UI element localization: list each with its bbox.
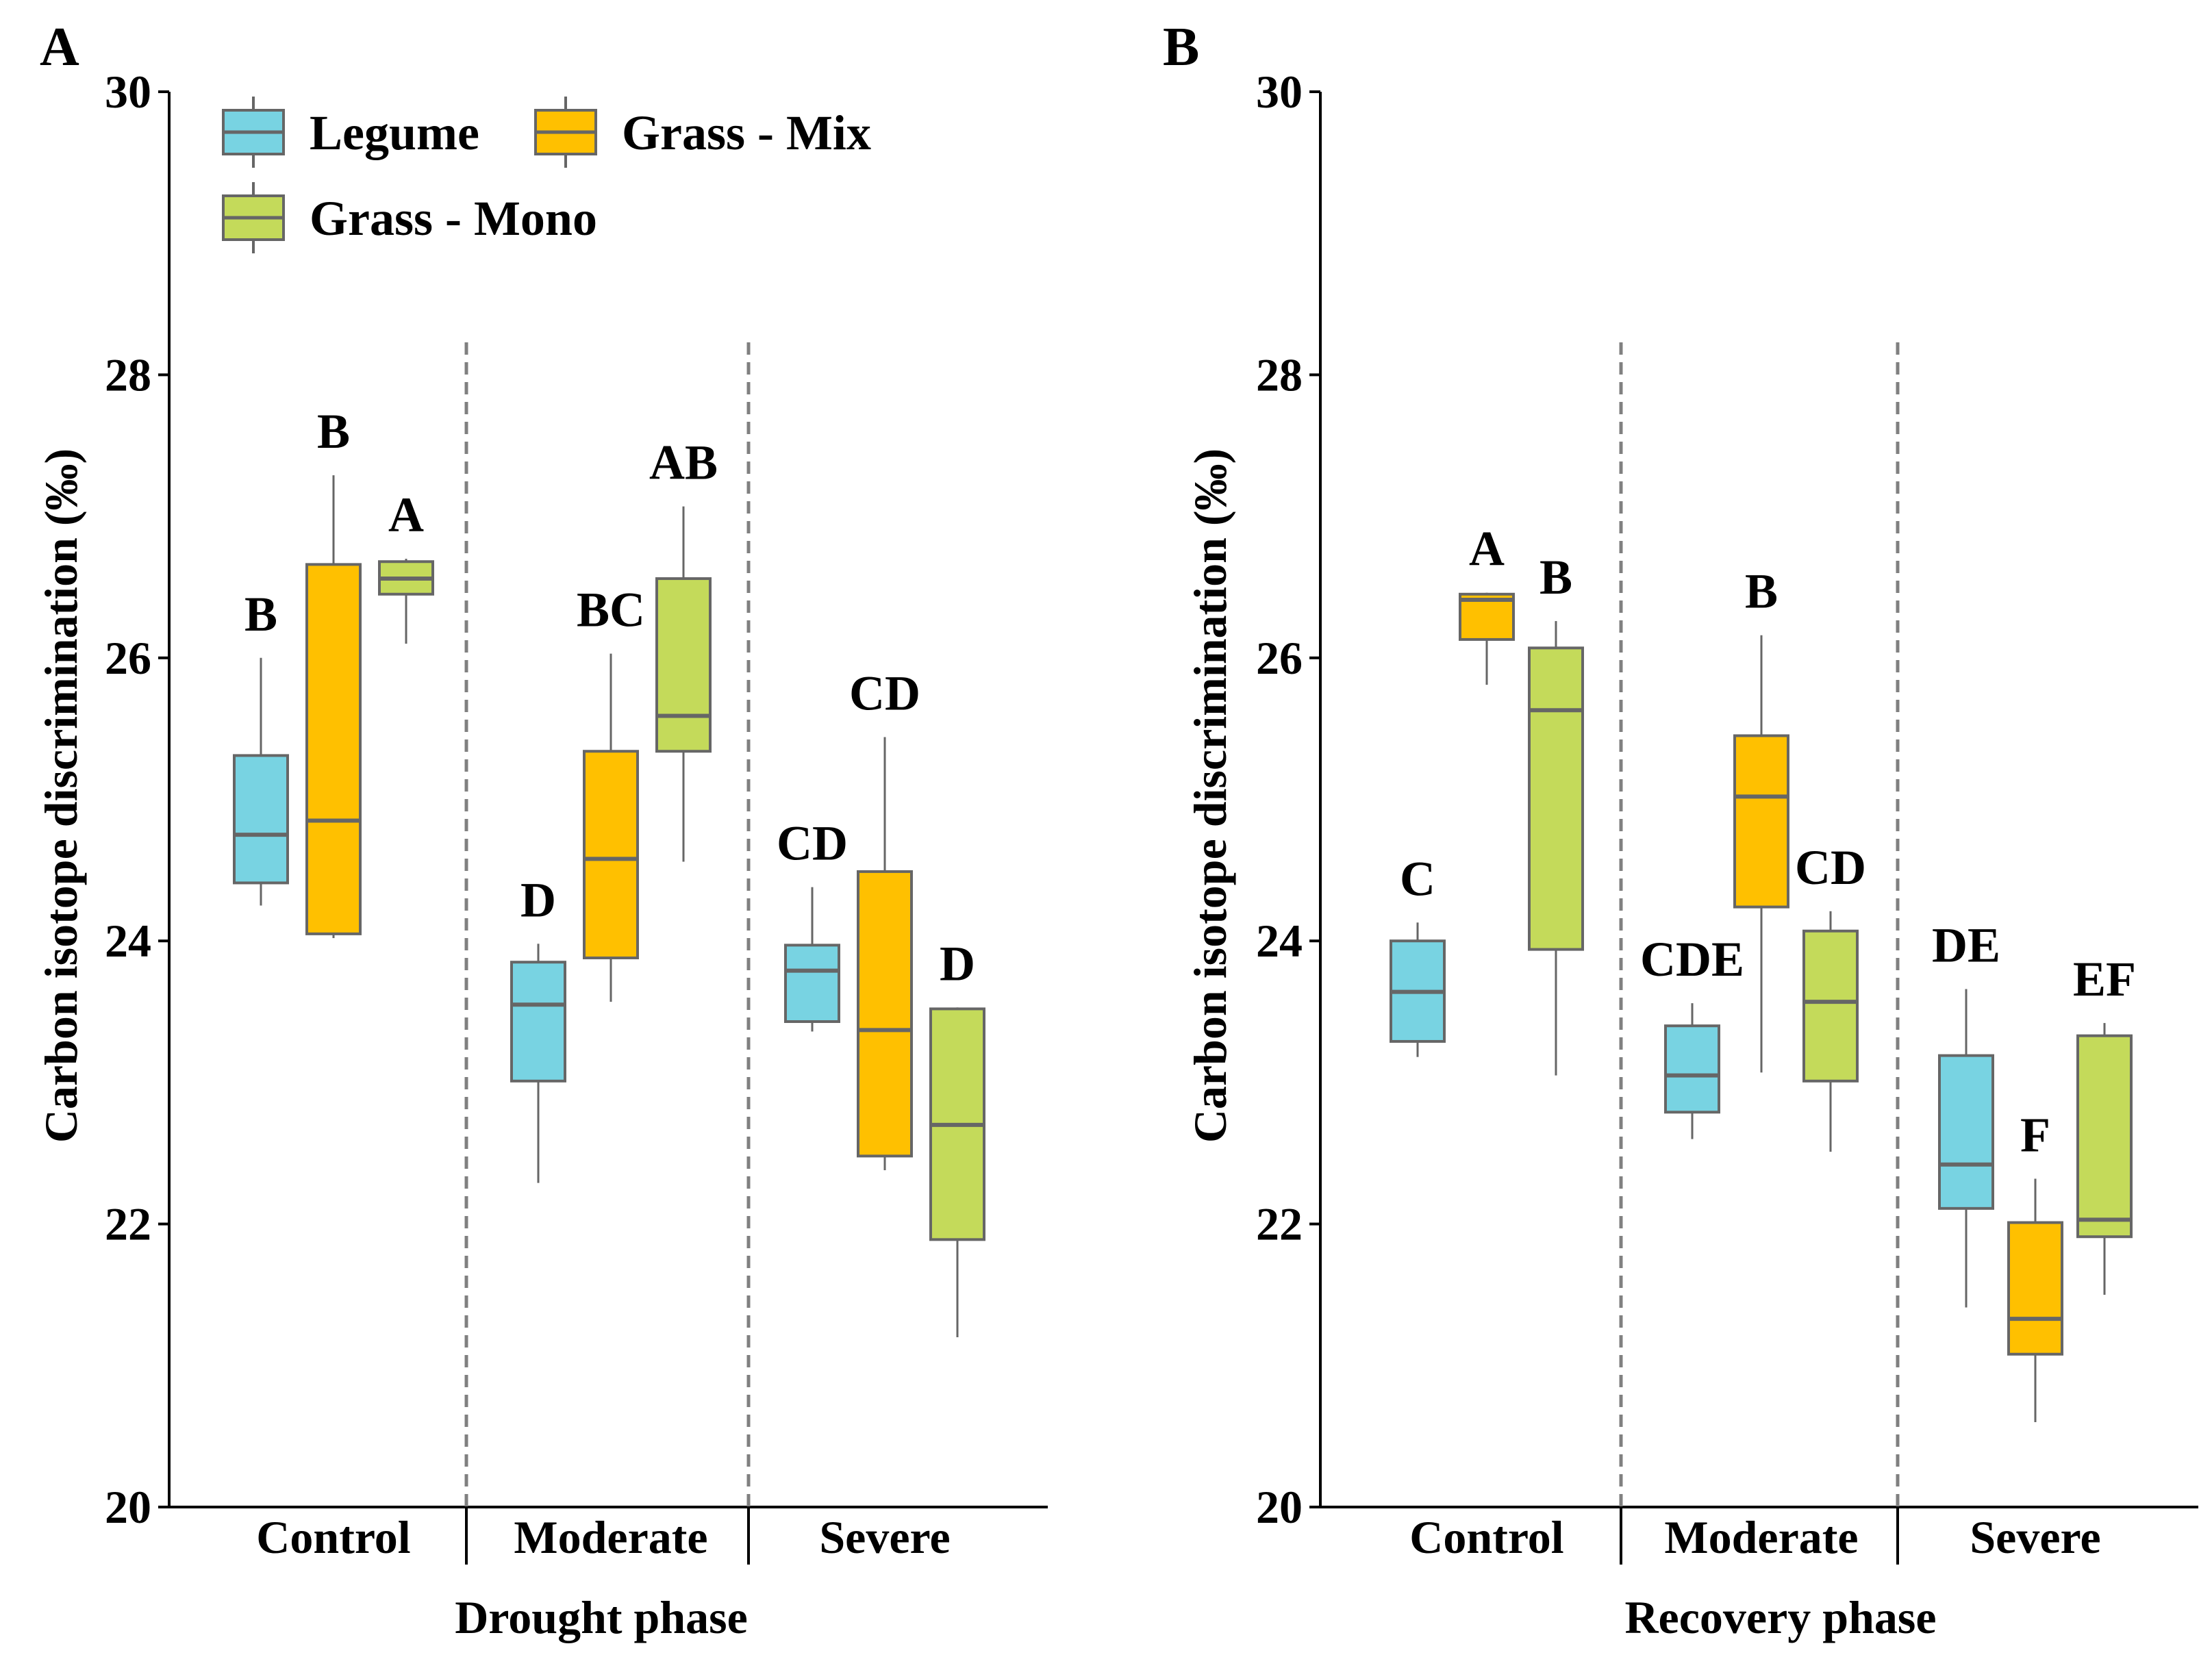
legend-label: Legume [310,105,479,160]
y-tick-label: 20 [105,1481,151,1533]
significance-label: C [1400,851,1435,906]
y-tick-label: 28 [1256,349,1303,401]
box-body [1528,646,1584,951]
box-grass-mix-severe [857,737,913,1171]
significance-labels-a: B D CD B BC CD A AB D [244,404,975,991]
box-grass-mix-control [305,475,362,939]
box-grass-mono-severe [2076,1023,2133,1295]
box-body [1802,929,1859,1083]
y-tick-label: 28 [105,349,151,401]
significance-label: D [520,872,556,927]
box-legume-control [1390,922,1446,1057]
category-labels-b: Control Moderate Severe [1409,1511,2100,1563]
dividers-a [464,342,751,1565]
box-legume-moderate [510,944,566,1183]
y-ticks-a: 20 22 24 26 28 30 [105,66,1048,1533]
legend-label: Grass - Mono [310,191,597,246]
box-legume-severe [784,887,840,1032]
box-grass-mono-moderate [655,506,712,862]
significance-label: DE [1932,918,2000,972]
category-label: Control [256,1511,410,1563]
significance-label: CD [849,666,920,721]
box-grass-mix-control [1459,592,1515,685]
category-labels-a: Control Moderate Severe [256,1511,950,1563]
significance-label: CDE [1640,932,1744,987]
y-tick-label: 30 [1256,66,1303,118]
significance-label: BC [577,583,645,637]
y-ticks-b: 20 22 24 26 28 30 [1256,66,2198,1533]
box-body [510,961,566,1083]
category-label: Moderate [514,1511,707,1563]
box-body [655,577,712,753]
y-tick-label: 24 [1256,915,1303,967]
box-body [784,944,840,1024]
significance-label: B [244,587,277,642]
significance-label: EF [2073,952,2136,1007]
significance-label: D [940,936,975,991]
box-body [1664,1024,1720,1114]
legend-label: Grass - Mix [622,105,871,160]
significance-label: CD [1795,840,1866,895]
significance-label: AB [649,435,718,490]
dividers-b [1619,342,1900,1565]
y-axis-label-b: Carbon isotope discrimination (‰) [1184,448,1236,1143]
box-legume-control [233,657,289,906]
legend-entry: Grass - Mix [534,97,871,168]
significance-label: B [317,404,350,459]
box-grass-mono-control [378,559,434,644]
box-legume-severe [1938,989,1994,1308]
significance-label: F [2020,1107,2050,1162]
category-label: Severe [819,1511,950,1563]
panel-a-label: A [40,17,79,77]
x-axis-label-b: Recovery phase [1624,1591,1936,1643]
box-body [233,754,289,885]
y-tick-label: 22 [1256,1198,1303,1250]
panel-b-label: B [1163,17,1199,77]
y-tick-label: 26 [1256,632,1303,684]
legend-entry: Legume [222,97,479,168]
y-axis-label-a: Carbon isotope discrimination (‰) [35,448,87,1143]
category-label: Severe [1970,1511,2100,1563]
category-label: Moderate [1664,1511,1858,1563]
box-grass-mono-moderate [1802,911,1859,1152]
significance-label: CD [777,816,848,871]
box-grass-mix-severe [2007,1178,2063,1422]
legend: Legume Grass - Mix Grass - Mono [222,97,871,253]
box-body [2007,1221,2063,1356]
panel-a: A 20 22 24 26 28 30 B D CD B BC CD A AB D Control Mode… [35,17,1048,1643]
boxes-b [1390,592,2133,1422]
y-tick-label: 30 [105,66,151,118]
significance-label: A [388,488,424,542]
box-grass-mono-control [1528,621,1584,1076]
significance-label: A [1469,522,1505,577]
box-grass-mono-severe [929,1007,985,1337]
y-tick-label: 22 [105,1198,151,1250]
box-body [1938,1054,1994,1210]
box-legume-moderate [1664,1003,1720,1139]
box-grass-mix-moderate [583,653,639,1002]
box-grass-mix-moderate [1733,635,1789,1073]
box-body [2076,1034,2133,1239]
box-body [305,563,362,935]
y-tick-label: 24 [105,915,151,967]
x-axis-label-a: Drought phase [455,1591,748,1643]
category-label: Control [1409,1511,1563,1563]
significance-label: B [1539,550,1572,605]
significance-label: B [1745,564,1778,619]
y-tick-label: 20 [1256,1481,1303,1533]
y-tick-label: 26 [105,632,151,684]
legend-entry: Grass - Mono [222,182,597,253]
boxes-a [233,475,985,1337]
box-body [583,750,639,960]
box-body [857,870,913,1158]
box-body [1733,734,1789,909]
